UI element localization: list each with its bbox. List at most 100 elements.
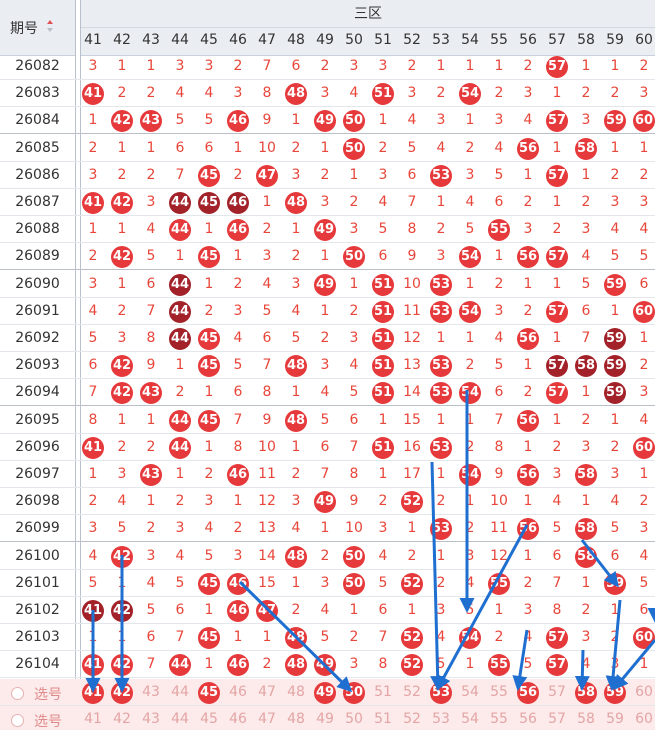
omission-count: 2 <box>610 166 620 183</box>
selectable-number[interactable]: 47 <box>258 683 276 700</box>
drawn-number-ball: 48 <box>285 654 307 677</box>
omission-count: 6 <box>262 330 272 346</box>
omission-count: 5 <box>639 248 649 265</box>
omission-count: 3 <box>320 85 330 102</box>
omission-count: 4 <box>378 194 388 210</box>
selectable-number[interactable]: 43 <box>142 683 160 700</box>
omission-count: 1 <box>146 58 156 74</box>
omission-count: 1 <box>262 629 272 646</box>
selectable-number[interactable]: 54 <box>461 710 479 727</box>
selectable-number[interactable]: 52 <box>403 683 421 700</box>
omission-count: 2 <box>320 166 330 183</box>
omission-count: 2 <box>465 357 475 374</box>
omission-count: 1 <box>436 411 446 428</box>
selectable-number[interactable]: 53 <box>432 710 450 727</box>
selectable-number[interactable]: 46 <box>229 683 247 700</box>
selected-number-ball[interactable]: 42 <box>111 681 133 704</box>
selected-number-ball[interactable]: 50 <box>343 681 365 704</box>
omission-count: 4 <box>407 112 417 129</box>
selectable-number[interactable]: 47 <box>258 710 276 727</box>
selectable-number[interactable]: 60 <box>635 710 653 727</box>
drawn-number-ball: 44 <box>169 300 191 323</box>
drawn-number-ball: 58 <box>575 545 597 568</box>
selectable-number[interactable]: 42 <box>113 710 131 727</box>
selectable-number[interactable]: 41 <box>84 710 102 727</box>
omission-count: 1 <box>204 384 214 401</box>
select-radio[interactable] <box>11 713 24 727</box>
omission-count: 4 <box>610 493 620 510</box>
omission-count: 3 <box>204 493 214 510</box>
omission-count: 2 <box>581 194 591 210</box>
omission-count: 2 <box>291 248 301 265</box>
selectable-number[interactable]: 60 <box>635 683 653 700</box>
selected-number-ball[interactable]: 56 <box>517 681 539 704</box>
selectable-number[interactable]: 55 <box>490 683 508 700</box>
selectable-number[interactable]: 56 <box>519 710 537 727</box>
omission-count: 4 <box>378 547 388 564</box>
drawn-number-ball: 42 <box>111 382 133 405</box>
omission-count: 6 <box>204 139 214 156</box>
omission-count: 3 <box>610 194 620 210</box>
omission-count: 2 <box>494 275 504 292</box>
omission-count: 5 <box>204 112 214 129</box>
omission-count: 1 <box>204 438 214 455</box>
drawn-number-ball: 56 <box>517 246 539 269</box>
omission-count: 1 <box>117 221 127 238</box>
selectable-number[interactable]: 51 <box>374 710 392 727</box>
issue-column-header[interactable]: 期号 <box>0 0 75 56</box>
selectable-number[interactable]: 45 <box>200 710 218 727</box>
selectable-number[interactable]: 44 <box>171 710 189 727</box>
selected-number-ball[interactable]: 45 <box>198 681 220 704</box>
omission-count: 1 <box>175 466 185 482</box>
selected-number-ball[interactable]: 41 <box>82 681 104 704</box>
omission-count: 1 <box>407 520 417 537</box>
selected-number-ball[interactable]: 49 <box>314 681 336 704</box>
selectable-number[interactable]: 57 <box>548 710 566 727</box>
selectable-number[interactable]: 48 <box>287 683 305 700</box>
selected-number-ball[interactable]: 58 <box>575 681 597 704</box>
omission-count: 1 <box>552 85 562 102</box>
omission-count: 4 <box>88 302 98 319</box>
selectable-number[interactable]: 57 <box>548 683 566 700</box>
issue-header-label: 期号 <box>10 21 38 37</box>
selectable-number[interactable]: 49 <box>316 710 334 727</box>
selectable-number[interactable]: 43 <box>142 710 160 727</box>
omission-count: 2 <box>581 411 591 428</box>
issue-number: 26093 <box>15 357 60 374</box>
omission-count: 3 <box>523 602 533 618</box>
column-number: 52 <box>403 32 421 48</box>
omission-count: 6 <box>639 275 649 292</box>
selectable-number[interactable]: 44 <box>171 683 189 700</box>
selected-number-ball[interactable]: 59 <box>604 681 626 704</box>
selectable-number[interactable]: 54 <box>461 683 479 700</box>
select-radio[interactable] <box>11 686 24 700</box>
omission-count: 3 <box>262 248 272 265</box>
drawn-number-ball: 49 <box>314 219 336 242</box>
omission-count: 1 <box>610 58 620 74</box>
omission-count: 2 <box>88 248 98 265</box>
selectable-number[interactable]: 58 <box>577 710 595 727</box>
omission-count: 8 <box>552 602 562 618</box>
omission-count: 6 <box>407 166 417 183</box>
selectable-number[interactable]: 46 <box>229 710 247 727</box>
omission-count: 1 <box>204 221 214 238</box>
omission-count: 8 <box>378 656 388 673</box>
selectable-number[interactable]: 51 <box>374 683 392 700</box>
omission-count: 1 <box>117 629 127 646</box>
table-row: 26102 41 42 5 6 1 46 47 2 4 1 6 1 3 5 1 3 8 2 1 6 <box>0 597 655 624</box>
drawn-number-ball: 42 <box>111 355 133 378</box>
selectable-number[interactable]: 55 <box>490 710 508 727</box>
selected-number-ball[interactable]: 53 <box>430 681 452 704</box>
selectable-number[interactable]: 50 <box>345 710 363 727</box>
issue-number: 26092 <box>15 330 60 346</box>
omission-count: 4 <box>639 221 649 238</box>
omission-count: 1 <box>610 139 620 156</box>
zone-header: 三区 41 42 43 44 45 46 47 48 49 50 51 52 53 54 55 56 57 58 5… <box>81 0 655 56</box>
selectable-number[interactable]: 48 <box>287 710 305 727</box>
drawn-number-ball: 51 <box>372 83 394 106</box>
sort-icon[interactable] <box>46 19 54 33</box>
selectable-number[interactable]: 59 <box>606 710 624 727</box>
drawn-number-ball: 57 <box>546 164 568 187</box>
omission-count: 14 <box>403 384 421 401</box>
selectable-number[interactable]: 52 <box>403 710 421 727</box>
